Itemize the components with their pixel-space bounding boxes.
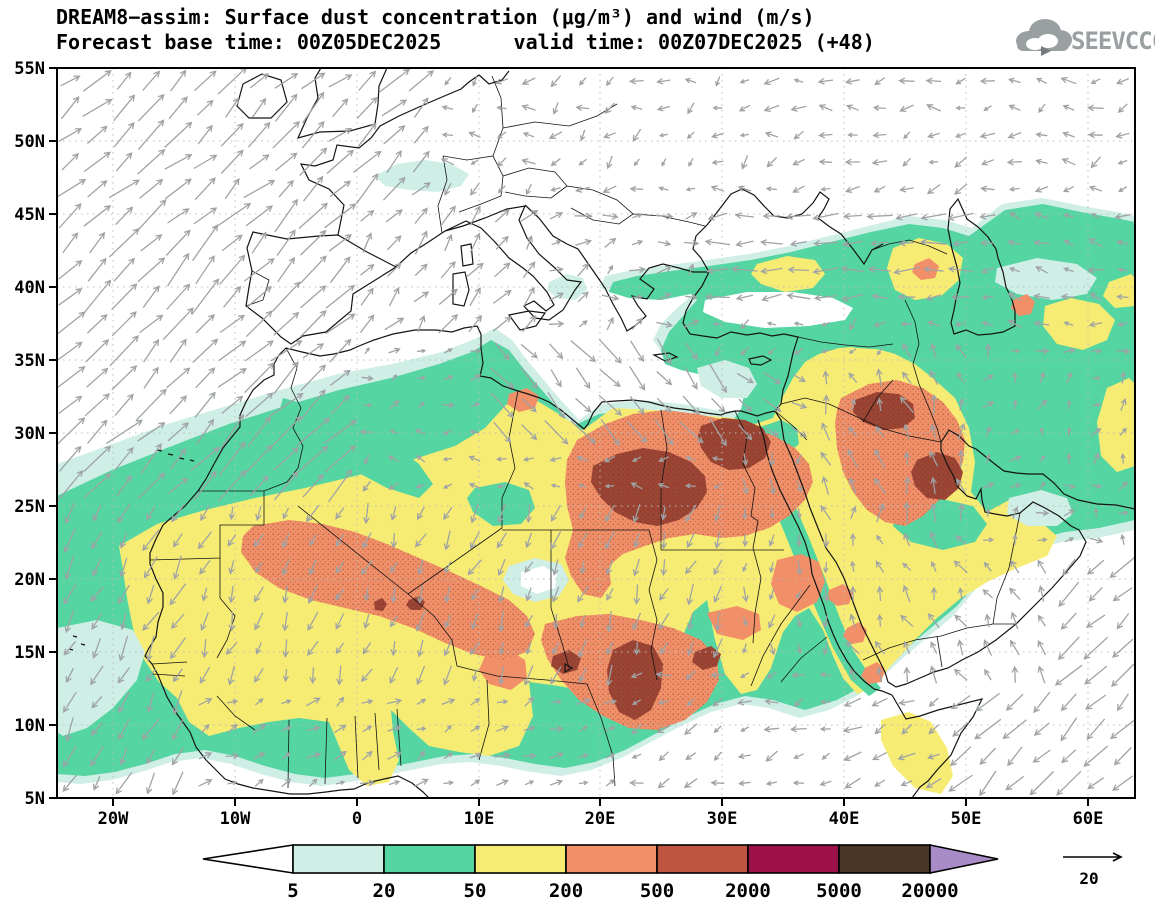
yellow-bulgaria (751, 256, 825, 292)
lat-tick-label: 25N (14, 497, 45, 517)
lon-tick-label: 0 (352, 809, 362, 829)
lat-tick-label: 20N (14, 570, 45, 590)
wind-reference-value: 20 (1079, 869, 1098, 888)
colorbar-tick-label: 5000 (816, 880, 862, 902)
lon-tick-label: 40E (829, 809, 860, 829)
seevccc-logo: SEEVCCC (1016, 19, 1155, 56)
salmon-azer-spot (1011, 294, 1035, 316)
lon-tick-label: 60E (1073, 809, 1104, 829)
colorbar-cell (656, 844, 749, 874)
colorbar-tick-label: 200 (549, 880, 583, 902)
colorbar-tick-label: 20000 (901, 880, 958, 902)
lat-tick-label: 45N (14, 205, 45, 225)
figure-subtitle: Forecast base time: 00Z05DEC2025 valid t… (56, 30, 875, 54)
lon-tick-label: 10W (220, 809, 251, 829)
colorbar-tick-label: 2000 (725, 880, 771, 902)
wind-reference-arrow-icon (1063, 852, 1123, 862)
colorbar-cell (838, 844, 931, 874)
colorbar-under-arrow (202, 844, 294, 874)
white-niger-core (521, 566, 557, 594)
lat-tick-label: 55N (14, 59, 45, 79)
lon-tick-label: 20W (98, 809, 129, 829)
colorbar: 5 20 50 200 500 2000 5000 20000 (202, 844, 999, 902)
colorbar-tick-label: 500 (640, 880, 674, 902)
teal-algeria (467, 482, 535, 526)
white-sudan-wedge (617, 722, 853, 798)
cyan-iran-north (995, 258, 1097, 300)
yellow-topright (1103, 274, 1135, 308)
lat-tick-label: 40N (14, 278, 45, 298)
colorbar-cell (474, 844, 567, 874)
wind-arrows-layer (57, 68, 1135, 797)
cyan-capeverde (57, 620, 145, 736)
cyan-iran-south (1007, 490, 1073, 526)
salmon-chad-ne (707, 606, 761, 640)
coastlines (68, 68, 1135, 798)
cyan-cyprus-area (697, 360, 757, 398)
figure-title: DREAM8−assim: Surface dust concentration… (56, 5, 815, 29)
white-turkey-notch (703, 292, 853, 328)
axes: 55N 50N 45N 40N 35N 30N 25N 20N 15N 10N 5N 20W 10W 0 1… (14, 59, 1103, 829)
colorbar-tick-label: 50 (464, 880, 487, 902)
colorbar-tick-label: 20 (373, 880, 396, 902)
lon-tick-label: 30E (707, 809, 738, 829)
lon-tick-label: 20E (585, 809, 616, 829)
lat-tick-label: 35N (14, 351, 45, 371)
dust-contour-layers (57, 160, 1135, 798)
lat-tick-label: 15N (14, 643, 45, 663)
logo-text: SEEVCCC (1071, 27, 1155, 55)
wind-reference-legend: 20 (1063, 852, 1123, 888)
map-canvas (57, 68, 1135, 798)
lat-tick-label: 5N (25, 789, 45, 809)
stip-libya (565, 410, 813, 598)
lon-tick-label: 50E (951, 809, 982, 829)
lat-tick-label: 50N (14, 132, 45, 152)
colorbar-tick-label: 5 (287, 880, 298, 902)
yellow-azerbaijan (1043, 298, 1115, 350)
lat-tick-label: 30N (14, 424, 45, 444)
colorbar-over-arrow (929, 844, 999, 874)
lon-tick-label: 10E (464, 809, 495, 829)
salmon-yemen (861, 662, 885, 684)
cloud-icon (1016, 19, 1072, 56)
stip-west-africa (241, 520, 535, 660)
salmon-redsea-2 (843, 622, 867, 644)
colorbar-cell (292, 844, 385, 874)
colorbar-cell (383, 844, 476, 874)
teal-atlas (279, 398, 433, 498)
salmon-redsea-1 (827, 584, 853, 606)
lat-tick-label: 10N (14, 716, 45, 736)
colorbar-cell (565, 844, 658, 874)
colorbar-cell (747, 844, 840, 874)
white-indian-ocean (965, 610, 1135, 798)
